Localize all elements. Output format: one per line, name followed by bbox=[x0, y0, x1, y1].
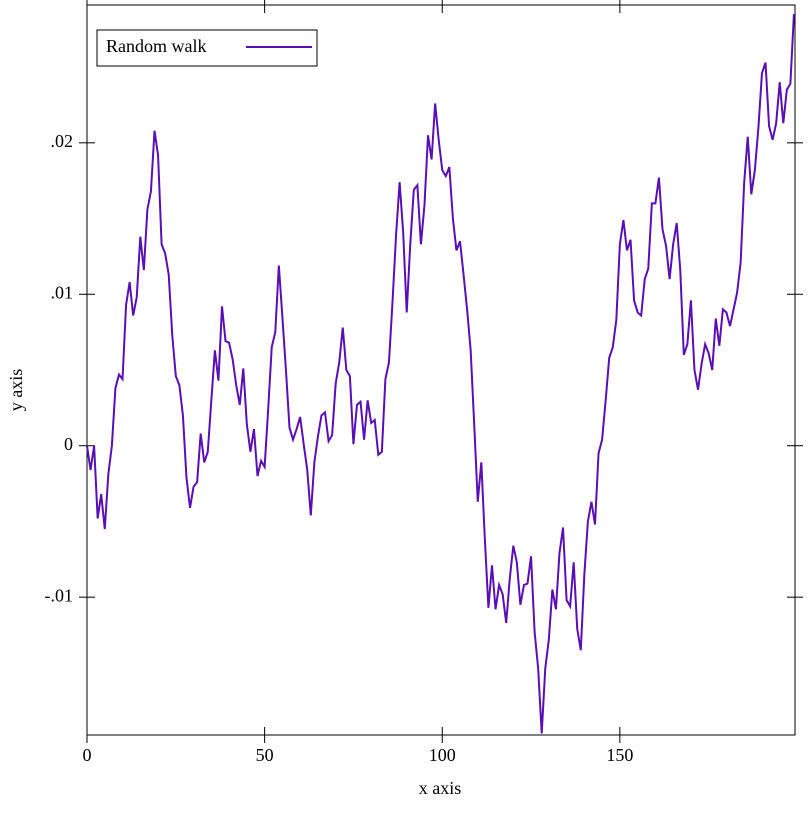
y-axis-label: y axis bbox=[6, 369, 26, 412]
y-tick-label: .01 bbox=[51, 282, 74, 302]
x-tick-label: 150 bbox=[606, 745, 633, 765]
x-tick-label: 50 bbox=[256, 745, 274, 765]
x-tick-label: 0 bbox=[83, 745, 92, 765]
plot-frame bbox=[86, 4, 796, 736]
x-tick-label: 100 bbox=[429, 745, 456, 765]
y-tick-label: -.01 bbox=[45, 585, 74, 605]
data-line bbox=[86, 14, 795, 734]
y-tick-label: 0 bbox=[64, 434, 73, 454]
y-tick-label: .02 bbox=[51, 131, 74, 151]
legend-box bbox=[96, 29, 318, 67]
legend-label: Random walk bbox=[106, 36, 207, 56]
x-axis-label: x axis bbox=[419, 778, 462, 798]
